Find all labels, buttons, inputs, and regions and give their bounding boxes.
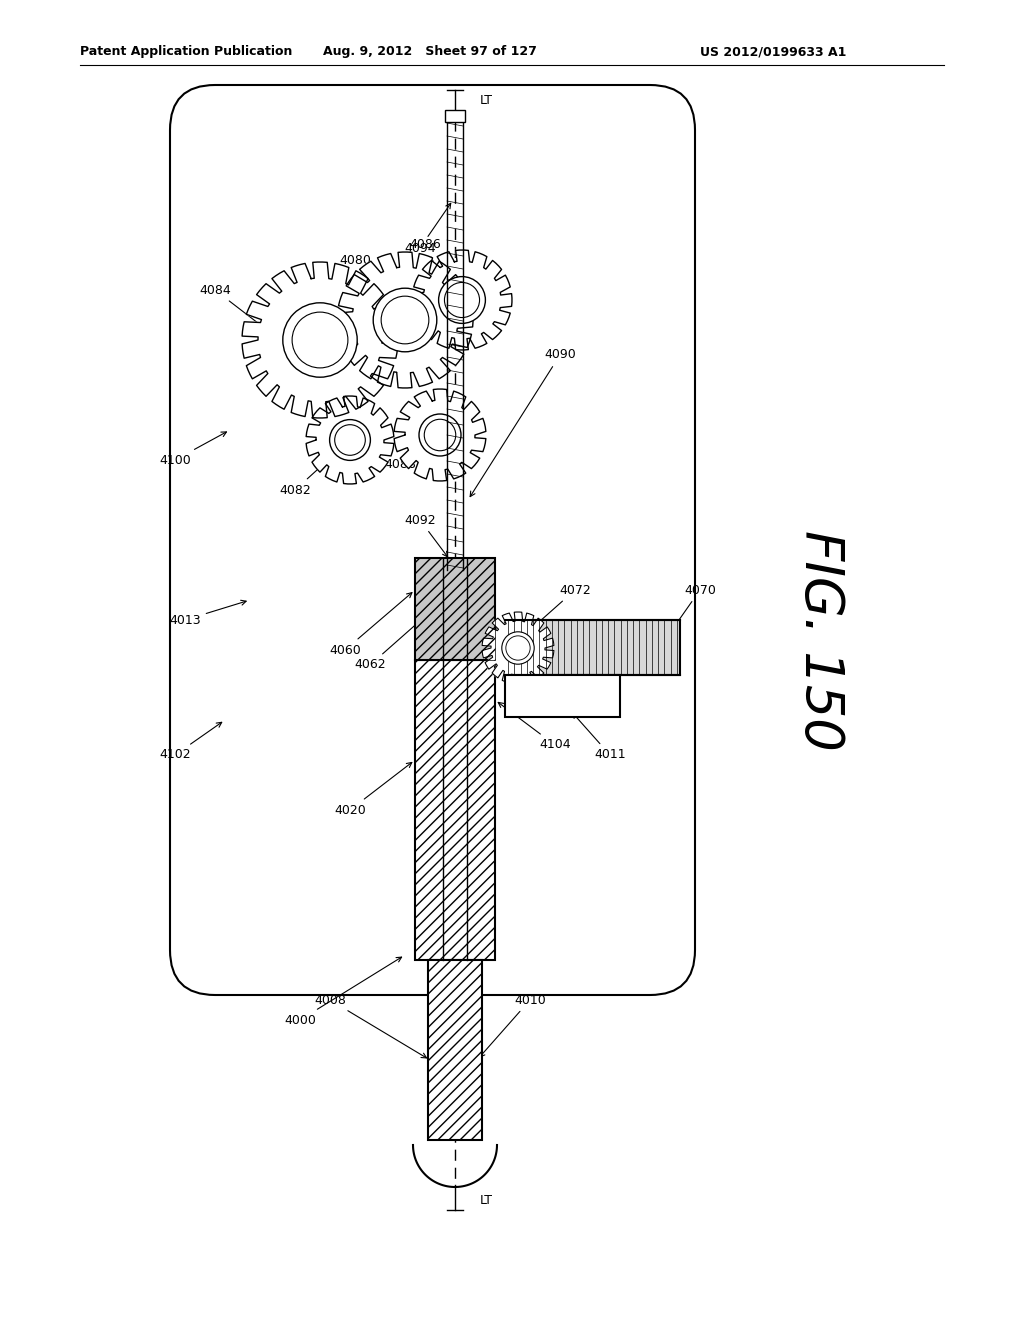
Text: 4090: 4090 <box>470 348 575 496</box>
Text: 4092: 4092 <box>404 513 447 557</box>
Text: 4072: 4072 <box>534 583 591 627</box>
Circle shape <box>424 420 456 450</box>
Circle shape <box>330 420 371 461</box>
Text: 4082: 4082 <box>280 442 347 496</box>
Text: US 2012/0199633 A1: US 2012/0199633 A1 <box>700 45 847 58</box>
Text: 4011: 4011 <box>572 713 626 762</box>
Polygon shape <box>242 263 398 418</box>
Text: 4010: 4010 <box>479 994 546 1057</box>
Text: 4060: 4060 <box>329 593 412 656</box>
Text: 4104: 4104 <box>499 702 570 751</box>
Text: 4102: 4102 <box>159 722 222 762</box>
Text: 4088: 4088 <box>384 437 437 471</box>
Circle shape <box>283 302 357 378</box>
Bar <box>415 558 495 660</box>
Text: 4100: 4100 <box>159 432 226 466</box>
Text: LT: LT <box>480 1193 493 1206</box>
Bar <box>428 960 482 1140</box>
Text: 4070: 4070 <box>663 583 716 644</box>
Polygon shape <box>482 612 554 684</box>
Text: 4013: 4013 <box>169 601 246 627</box>
Text: 4020: 4020 <box>334 763 412 817</box>
Text: LT: LT <box>480 94 493 107</box>
Text: FIG. 150: FIG. 150 <box>794 529 846 750</box>
Text: 4074: 4074 <box>464 589 504 643</box>
Text: 4094: 4094 <box>404 203 451 255</box>
Polygon shape <box>337 252 473 388</box>
Bar <box>428 960 482 1140</box>
Circle shape <box>381 296 429 343</box>
Text: Aug. 9, 2012   Sheet 97 of 127: Aug. 9, 2012 Sheet 97 of 127 <box>323 45 537 58</box>
Circle shape <box>444 282 479 318</box>
Polygon shape <box>306 396 394 484</box>
Circle shape <box>292 312 348 368</box>
Circle shape <box>335 425 366 455</box>
Text: 4084: 4084 <box>199 284 276 338</box>
Text: Patent Application Publication: Patent Application Publication <box>80 45 293 58</box>
Text: 4000: 4000 <box>284 957 401 1027</box>
Text: 4062: 4062 <box>354 615 427 672</box>
Text: 4086: 4086 <box>410 239 449 292</box>
Text: 4008: 4008 <box>314 994 427 1057</box>
Bar <box>505 620 680 675</box>
Polygon shape <box>412 249 512 350</box>
Circle shape <box>506 636 530 660</box>
Bar <box>445 110 465 121</box>
Bar <box>415 660 495 960</box>
Circle shape <box>438 277 485 323</box>
Bar <box>415 660 495 960</box>
Circle shape <box>419 414 461 455</box>
Circle shape <box>502 632 535 664</box>
Polygon shape <box>394 389 485 480</box>
Bar <box>505 675 620 717</box>
Circle shape <box>373 288 437 352</box>
Bar <box>415 558 495 660</box>
Text: 4080: 4080 <box>339 253 378 306</box>
